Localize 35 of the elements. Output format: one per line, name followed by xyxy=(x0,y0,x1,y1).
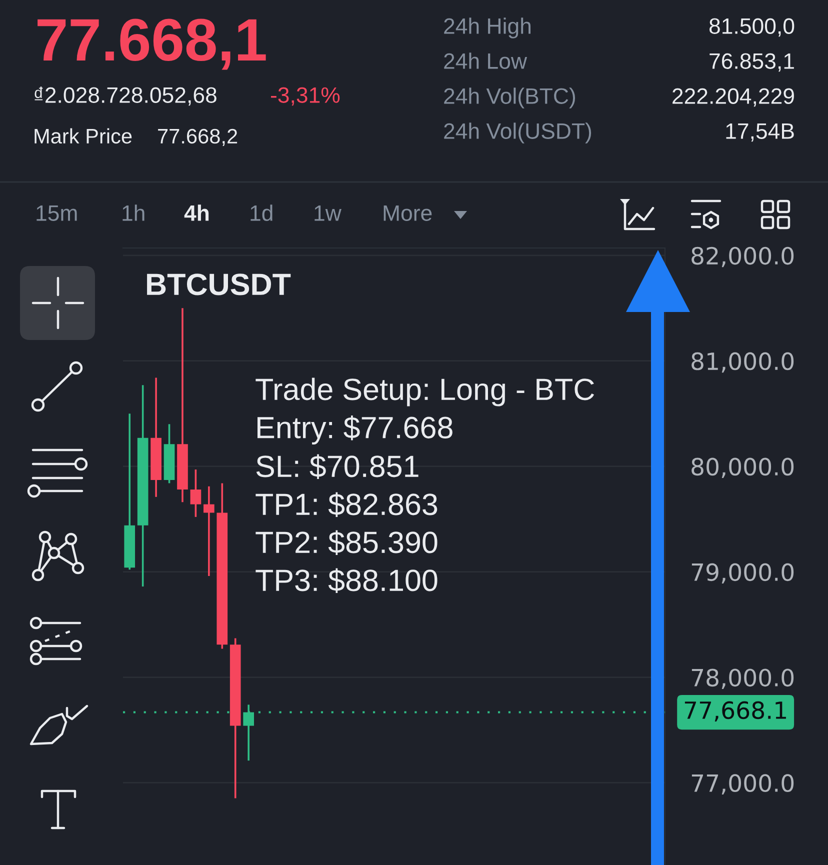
text: More xyxy=(384,205,432,221)
text: 222.204,229 xyxy=(672,88,794,107)
candlestick xyxy=(190,468,202,518)
text: 24h Vol(USDT) xyxy=(444,122,592,144)
annotation: Entry: $77.668 xyxy=(258,416,452,444)
text: 1d xyxy=(250,204,272,221)
text: 24h High xyxy=(444,18,531,38)
text: 1h xyxy=(122,204,144,221)
candlestick xyxy=(204,485,214,577)
annotation: SL: $70.851 xyxy=(256,454,418,480)
text: -3,31% xyxy=(270,87,340,106)
ref-line-label: 77,668.1 xyxy=(684,701,786,722)
y-tick-label: 81,000.0 xyxy=(692,352,794,373)
y-tick-label: 82,000.0 xyxy=(692,246,794,268)
text: 76.853,1 xyxy=(710,53,794,72)
y-tick-label: 78,000.0 xyxy=(692,668,794,689)
annotation: TP1: $82.863 xyxy=(256,492,438,518)
y-tick-label: 80,000.0 xyxy=(692,458,794,478)
text: 17,54B xyxy=(726,123,794,142)
text: 81.500,0 xyxy=(709,18,794,37)
text: ₫2.028.728.052,68 xyxy=(34,86,216,106)
text: Mark Price xyxy=(34,128,132,144)
annotation: TP2: $85.390 xyxy=(256,530,438,556)
text: 24h Low xyxy=(444,52,528,69)
annotation: TP3: $88.100 xyxy=(256,568,438,594)
text: BTCUSDT xyxy=(147,274,291,296)
text: 24h Vol(BTC) xyxy=(444,88,576,108)
text: 4h xyxy=(184,204,209,221)
text: 77.668,2 xyxy=(158,128,238,146)
text: 77.668,1 xyxy=(38,18,266,70)
annotation: Trade Setup: Long - BTC xyxy=(256,378,594,406)
y-tick-label: 77,000.0 xyxy=(692,774,794,794)
y-tick-label: 79,000.0 xyxy=(692,563,794,584)
text: 15m xyxy=(36,205,77,221)
text: 1w xyxy=(314,205,342,221)
